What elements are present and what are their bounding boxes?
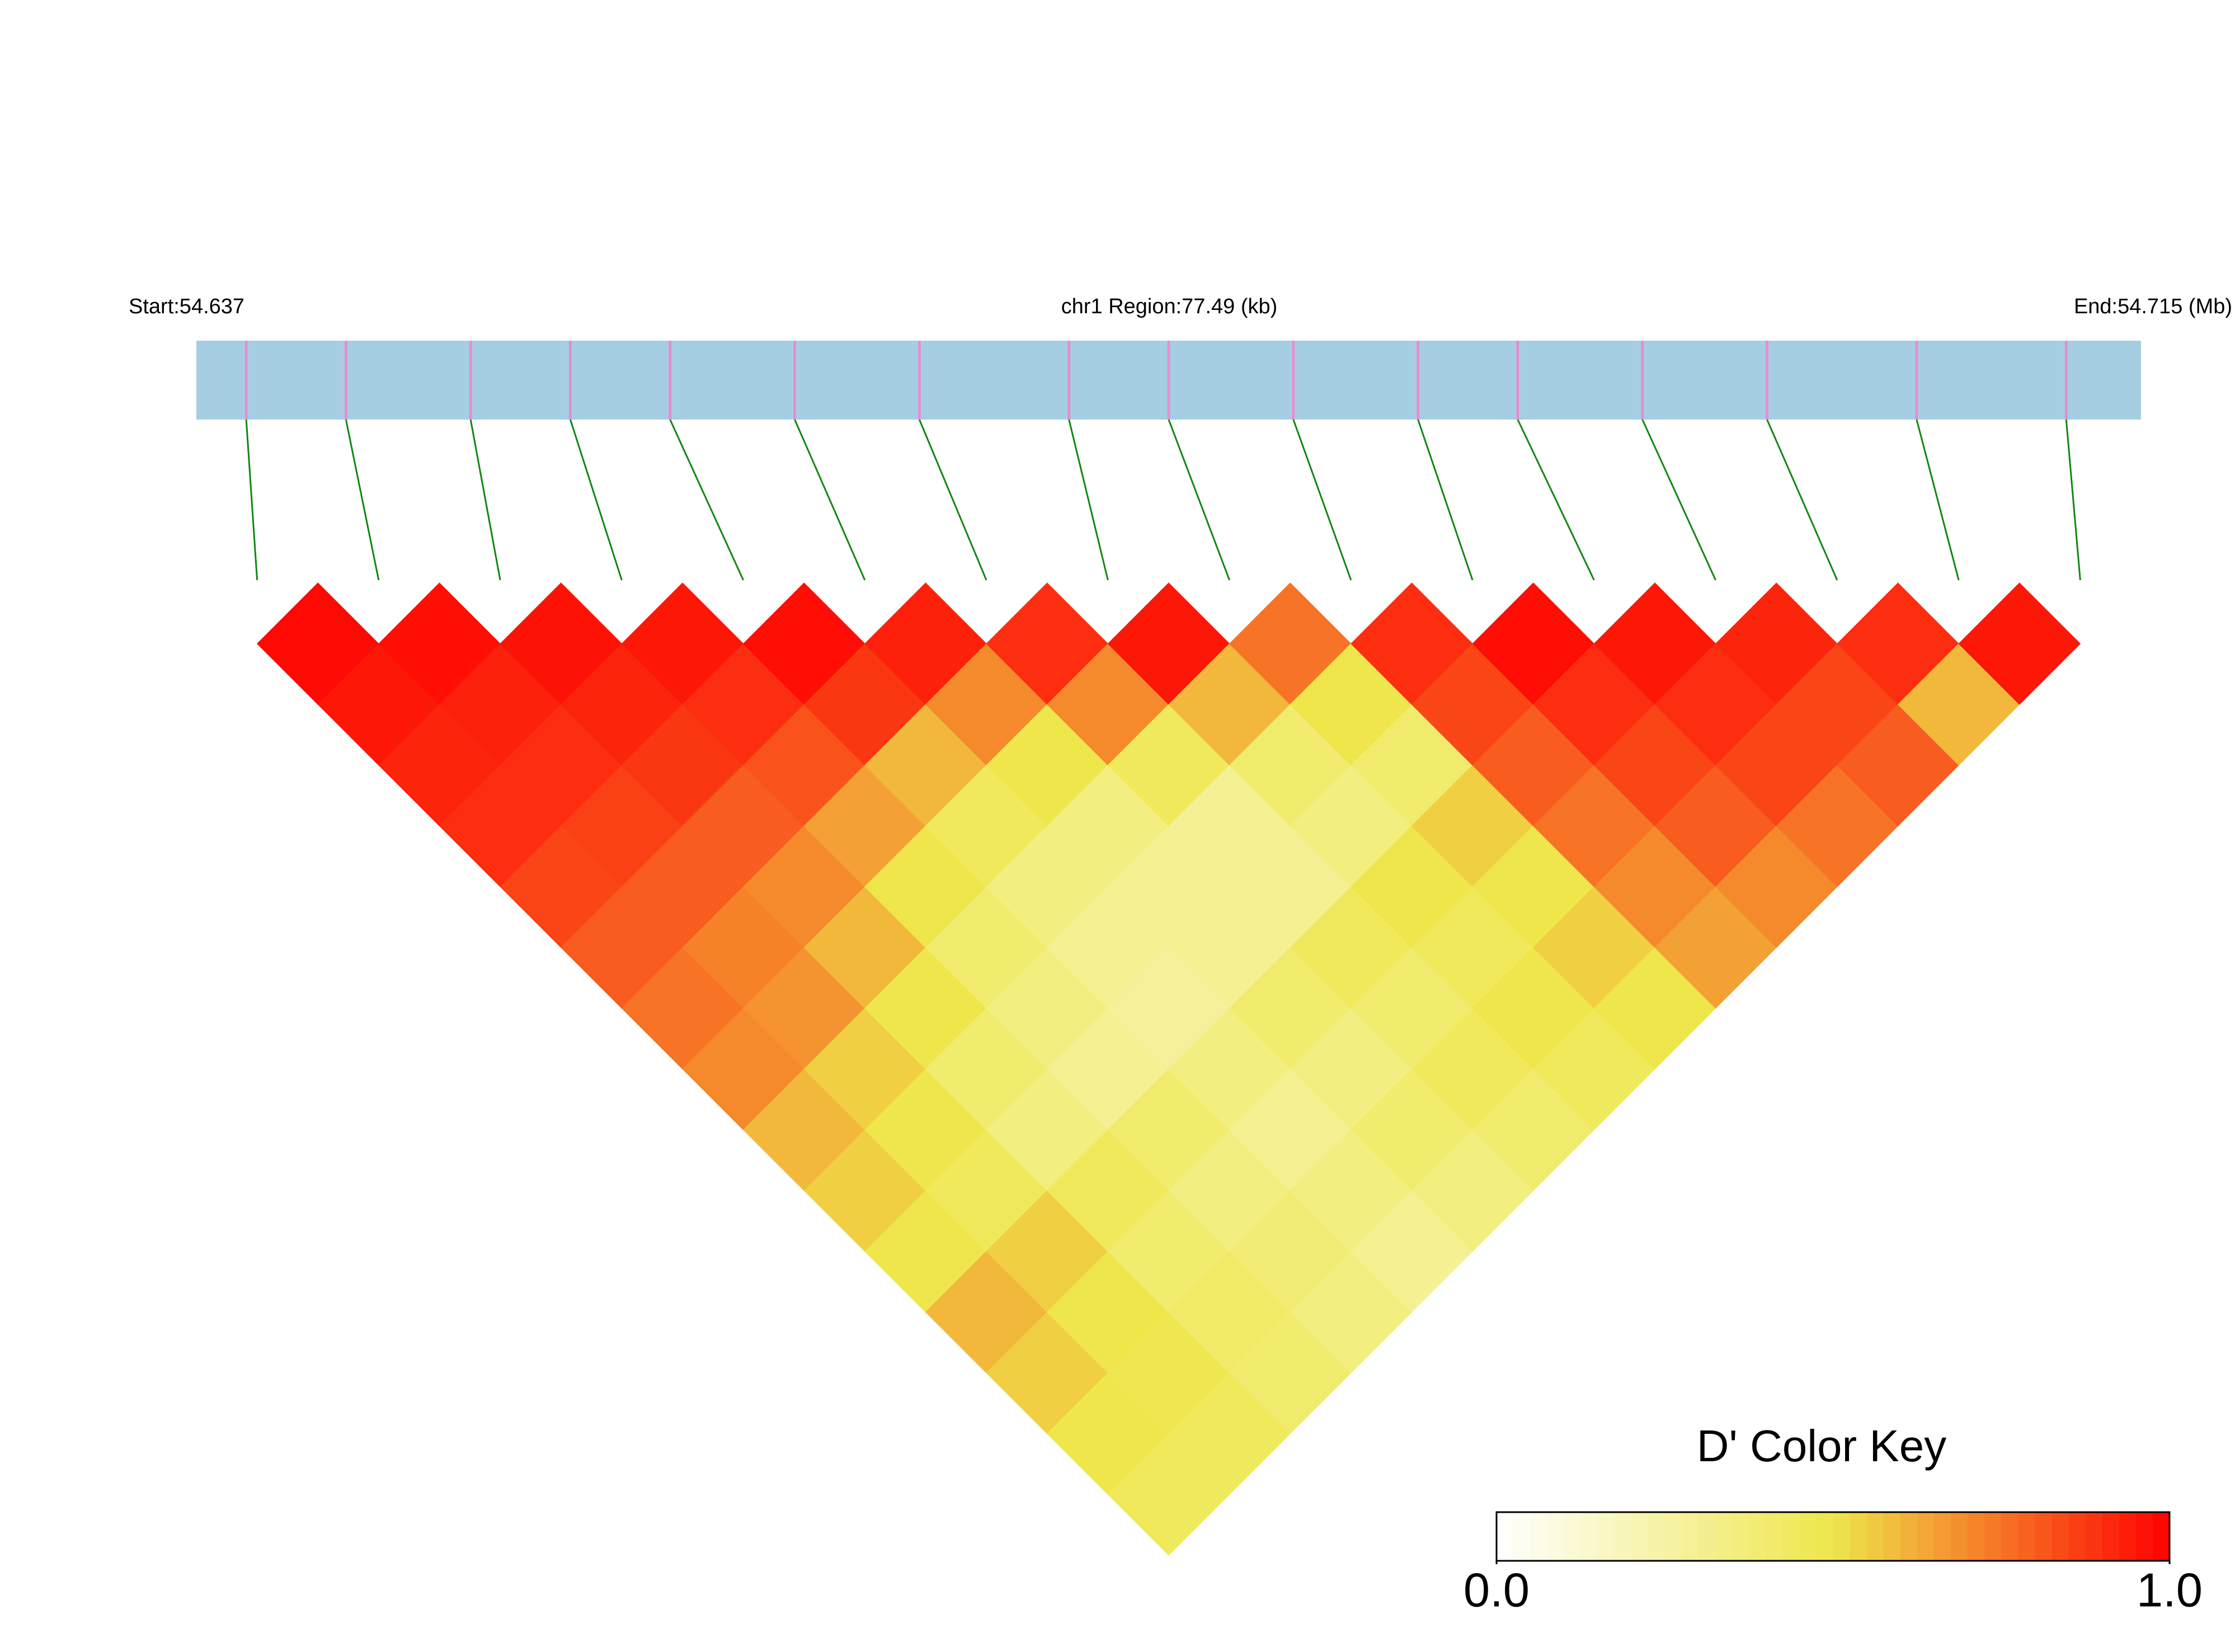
color-key-step bbox=[1681, 1512, 1699, 1561]
color-key-step bbox=[1951, 1512, 1968, 1561]
snp-link bbox=[1417, 419, 1474, 581]
color-key-step bbox=[2085, 1512, 2103, 1561]
end-label: End:54.715 (Mb) bbox=[2074, 295, 2232, 318]
color-key-step bbox=[1715, 1512, 1733, 1561]
region-label: chr1 Region:77.49 (kb) bbox=[1061, 295, 1278, 318]
color-key-step bbox=[1749, 1512, 1766, 1561]
snp-link bbox=[918, 419, 987, 581]
color-key-step bbox=[1766, 1512, 1783, 1561]
color-key-step bbox=[1816, 1512, 1833, 1561]
snp-link bbox=[669, 419, 744, 581]
color-key-step bbox=[1564, 1512, 1581, 1561]
color-key-step bbox=[1866, 1512, 1884, 1561]
color-key-step bbox=[1782, 1512, 1800, 1561]
color-key-step bbox=[1614, 1512, 1632, 1561]
color-key-step bbox=[1850, 1512, 1867, 1561]
color-key-step bbox=[1799, 1512, 1817, 1561]
snp-link bbox=[345, 419, 380, 581]
color-key-step bbox=[1698, 1512, 1716, 1561]
snp-link bbox=[2065, 419, 2081, 581]
color-key-step bbox=[1513, 1512, 1531, 1561]
snp-link bbox=[1068, 419, 1109, 581]
snp-link bbox=[1292, 419, 1352, 581]
color-key-step bbox=[1732, 1512, 1749, 1561]
color-key-label: 0.0 bbox=[1464, 1564, 1530, 1617]
color-key-step bbox=[2152, 1512, 2170, 1561]
snp-link bbox=[1517, 419, 1595, 581]
color-key-frame bbox=[1495, 1511, 2171, 1562]
color-key-step bbox=[2068, 1512, 2086, 1561]
color-key-step bbox=[2052, 1512, 2069, 1561]
color-key-step bbox=[1968, 1512, 1985, 1561]
color-key-step bbox=[1597, 1512, 1615, 1561]
color-key-step bbox=[1631, 1512, 1649, 1561]
snp-link bbox=[469, 419, 501, 581]
color-key-step bbox=[1497, 1512, 1514, 1561]
color-key-step bbox=[1530, 1512, 1547, 1561]
snp-link bbox=[794, 419, 866, 581]
snp-link bbox=[1916, 419, 1960, 581]
color-key-step bbox=[1917, 1512, 1935, 1561]
snp-link bbox=[1641, 419, 1716, 581]
color-key-label: 1.0 bbox=[2137, 1564, 2203, 1617]
color-key-title: D' Color Key bbox=[1697, 1421, 1947, 1471]
color-key-step bbox=[2135, 1512, 2153, 1561]
start-label: Start:54.637 bbox=[129, 295, 244, 318]
ld-cell bbox=[1958, 582, 2081, 705]
color-key-step bbox=[1664, 1512, 1682, 1561]
color-key-step bbox=[1833, 1512, 1851, 1561]
color-key-step bbox=[2001, 1512, 2018, 1561]
snp-link bbox=[570, 419, 623, 581]
snp-link bbox=[245, 419, 258, 581]
color-key-step bbox=[1984, 1512, 2002, 1561]
snp-link bbox=[1766, 419, 1838, 581]
color-key-step bbox=[1648, 1512, 1665, 1561]
color-key-step bbox=[2119, 1512, 2137, 1561]
color-key-step bbox=[2018, 1512, 2035, 1561]
color-key-step bbox=[1933, 1512, 1951, 1561]
color-key-step bbox=[2035, 1512, 2052, 1561]
color-key-step bbox=[1883, 1512, 1901, 1561]
color-key-step bbox=[2102, 1512, 2120, 1561]
color-key-step bbox=[1580, 1512, 1598, 1561]
color-key-step bbox=[1547, 1512, 1564, 1561]
color-key-step bbox=[1900, 1512, 1918, 1561]
snp-link bbox=[1168, 419, 1231, 581]
